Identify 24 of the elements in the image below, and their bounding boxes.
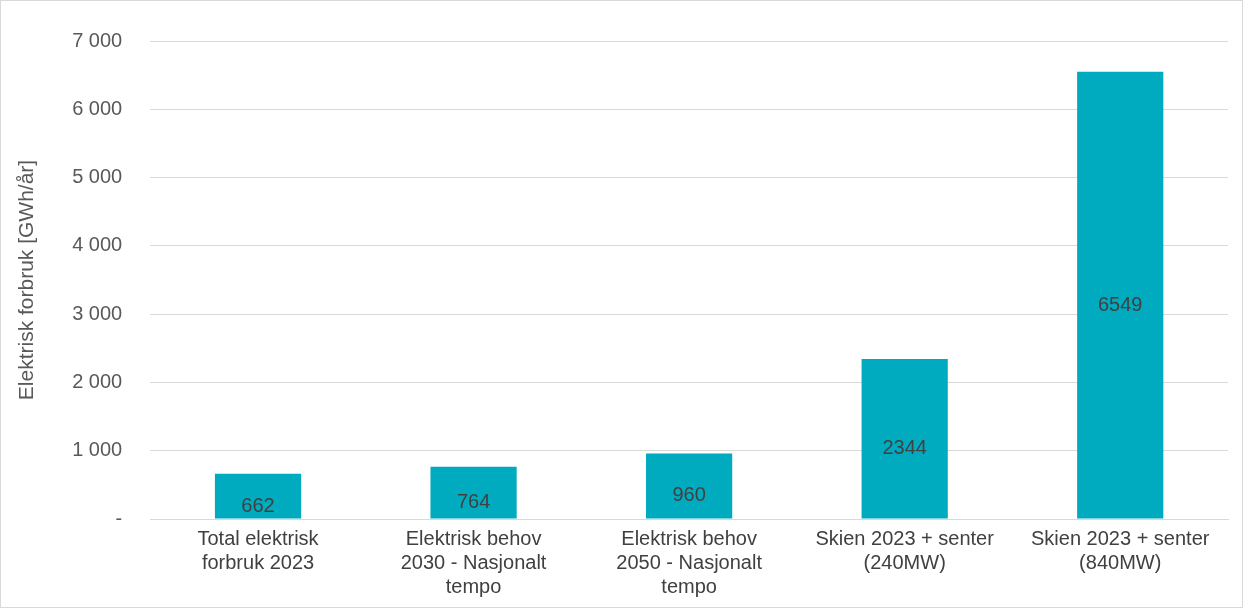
data-label: 2344 [882, 436, 927, 459]
y-tick-label: 7 000 [72, 28, 123, 51]
x-tick-label: Skien 2023 + senter (840MW) [1030, 526, 1210, 573]
data-label: 960 [672, 483, 706, 506]
bar [430, 466, 517, 519]
data-label: 764 [456, 490, 491, 513]
y-tick-label: 2 000 [72, 369, 123, 392]
y-tick-label: 1 000 [72, 438, 123, 461]
data-label: 662 [241, 493, 275, 516]
data-label: 6549 [1097, 292, 1143, 315]
x-tick-label: Total elektrisk forbruk 2023 [197, 526, 320, 573]
y-tick-label: 4 000 [72, 233, 123, 256]
x-tick-label: Elektrisk behov 2050 - Nasjonalt tempo [616, 526, 763, 597]
y-tick-label: 6 000 [72, 96, 123, 119]
bar [214, 473, 302, 519]
x-tick-label: Skien 2023 + senter (240MW) [815, 526, 995, 573]
y-tick-label: - [115, 506, 123, 529]
x-tick-label: Elektrisk behov 2030 - Nasjonalt tempo [400, 526, 547, 597]
y-axis-title: Elektrisk forbruk [GWh/år] [14, 159, 38, 401]
bar [861, 358, 948, 519]
y-tick-label: 5 000 [72, 165, 123, 188]
y-tick-label: 3 000 [72, 301, 123, 324]
bar [646, 453, 733, 519]
bar [1077, 71, 1164, 519]
